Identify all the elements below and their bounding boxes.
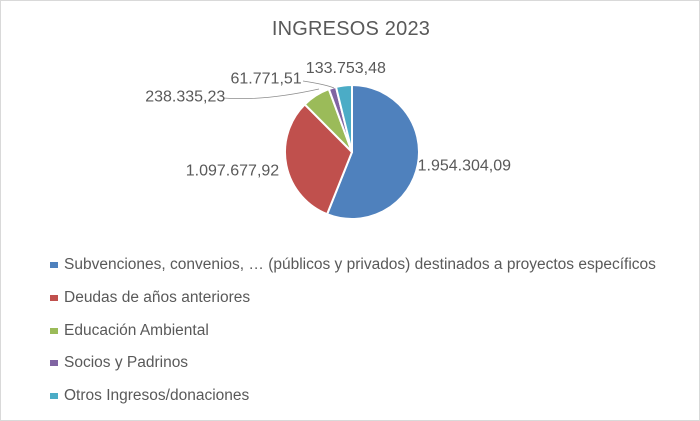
svg-text:61.771,51: 61.771,51 bbox=[231, 71, 302, 88]
svg-text:1.954.304,09: 1.954.304,09 bbox=[418, 157, 512, 174]
svg-text:133.753,48: 133.753,48 bbox=[306, 60, 386, 77]
svg-text:1.097.677,92: 1.097.677,92 bbox=[186, 162, 280, 179]
svg-text:238.335,23: 238.335,23 bbox=[145, 88, 225, 105]
